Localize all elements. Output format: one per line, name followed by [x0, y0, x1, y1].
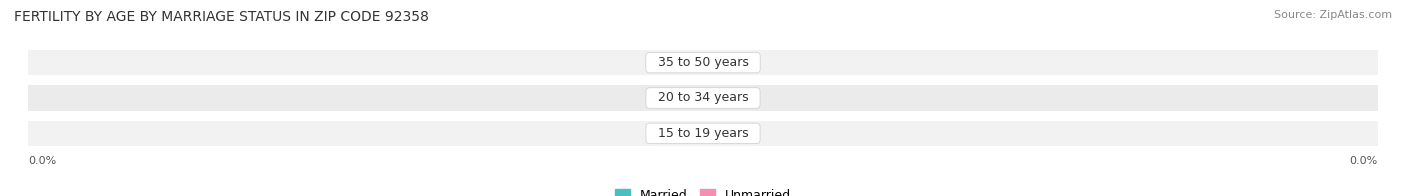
- Text: FERTILITY BY AGE BY MARRIAGE STATUS IN ZIP CODE 92358: FERTILITY BY AGE BY MARRIAGE STATUS IN Z…: [14, 10, 429, 24]
- Text: 15 to 19 years: 15 to 19 years: [650, 127, 756, 140]
- Text: 0.0%: 0.0%: [711, 128, 742, 138]
- Bar: [703, 124, 751, 143]
- Text: 0.0%: 0.0%: [664, 93, 695, 103]
- Text: 0.0%: 0.0%: [1350, 156, 1378, 166]
- Text: 0.0%: 0.0%: [711, 58, 742, 68]
- Legend: Married, Unmarried: Married, Unmarried: [610, 184, 796, 196]
- Text: Source: ZipAtlas.com: Source: ZipAtlas.com: [1274, 10, 1392, 20]
- Bar: [655, 124, 703, 143]
- Bar: [703, 88, 751, 108]
- Bar: [655, 53, 703, 72]
- Text: 35 to 50 years: 35 to 50 years: [650, 56, 756, 69]
- Text: 0.0%: 0.0%: [664, 58, 695, 68]
- Bar: [28, 121, 1378, 146]
- Bar: [655, 88, 703, 108]
- Bar: [28, 85, 1378, 111]
- Text: 0.0%: 0.0%: [664, 128, 695, 138]
- Bar: [28, 50, 1378, 75]
- Text: 0.0%: 0.0%: [28, 156, 56, 166]
- Text: 0.0%: 0.0%: [711, 93, 742, 103]
- Bar: [703, 53, 751, 72]
- Text: 20 to 34 years: 20 to 34 years: [650, 92, 756, 104]
